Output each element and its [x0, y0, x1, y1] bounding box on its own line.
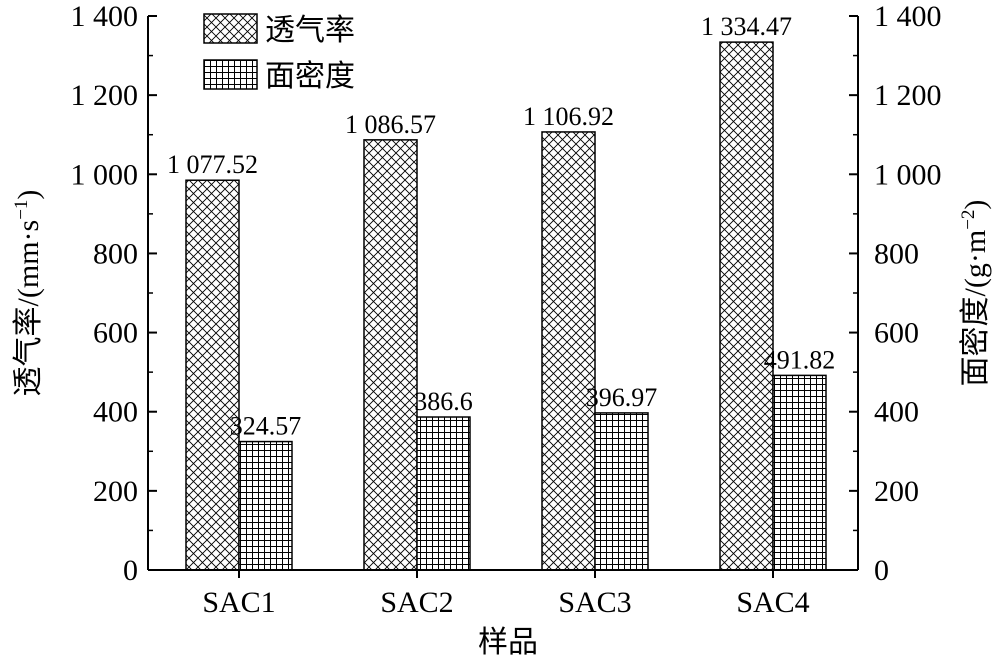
- bars-layer: [185, 41, 827, 571]
- right-tick-label: 1 200: [874, 79, 942, 112]
- left-tick-label: 1 000: [71, 158, 139, 191]
- x-tick-label: SAC4: [736, 586, 809, 619]
- data-labels-layer: 1 077.52 324.57 1 086.57 386.6 1 106.92 396.9…: [167, 12, 835, 440]
- legend-swatch: [203, 59, 258, 90]
- bar-sac3-permeability: [541, 131, 596, 571]
- data-label: 1 334.47: [701, 12, 792, 41]
- bar-sac2-permeability: [363, 139, 418, 571]
- data-label: 1 077.52: [167, 150, 258, 179]
- x-tick-label: SAC3: [558, 586, 631, 619]
- right-tick-label: 1 000: [874, 158, 942, 191]
- bar-sac2-density: [416, 416, 471, 571]
- legend-swatch: [203, 13, 258, 44]
- data-label: 324.57: [230, 412, 302, 441]
- axes-layer: 0 0 200 200 400 400 600 600 800 800 1 000 1 000 1 20…: [11, 0, 992, 659]
- left-y-axis-title: 透气率/(mm·s−1): [11, 190, 45, 397]
- data-label: 386.6: [414, 387, 473, 416]
- bar-sac1-density: [238, 440, 293, 571]
- left-tick-label: 0: [123, 554, 138, 587]
- bar-sac3-density: [594, 412, 649, 571]
- bar-sac1-permeability: [185, 179, 240, 571]
- right-y-axis-title: 面密度/(g·m−2): [958, 200, 992, 387]
- data-label: 396.97: [586, 383, 658, 412]
- right-tick-label: 1 400: [874, 0, 942, 33]
- left-tick-label: 400: [93, 396, 138, 429]
- data-label: 491.82: [764, 345, 836, 374]
- left-tick-label: 1 200: [71, 79, 139, 112]
- bar-sac4-permeability: [719, 41, 774, 571]
- legend-label: 面密度: [265, 60, 355, 93]
- left-tick-label: 1 400: [71, 0, 139, 33]
- right-tick-label: 400: [874, 396, 919, 429]
- right-tick-label: 0: [874, 554, 889, 587]
- x-tick-label: SAC2: [380, 586, 453, 619]
- data-label: 1 086.57: [345, 110, 436, 139]
- x-axis-title: 样品: [478, 626, 538, 659]
- data-label: 1 106.92: [523, 102, 614, 131]
- x-tick-label: SAC1: [202, 586, 275, 619]
- right-tick-label: 200: [874, 475, 919, 508]
- left-tick-label: 600: [93, 317, 138, 350]
- right-tick-label: 600: [874, 317, 919, 350]
- right-tick-label: 800: [874, 237, 919, 270]
- left-tick-label: 200: [93, 475, 138, 508]
- left-tick-label: 800: [93, 237, 138, 270]
- legend-label: 透气率: [265, 14, 355, 47]
- bar-sac4-density: [772, 374, 827, 571]
